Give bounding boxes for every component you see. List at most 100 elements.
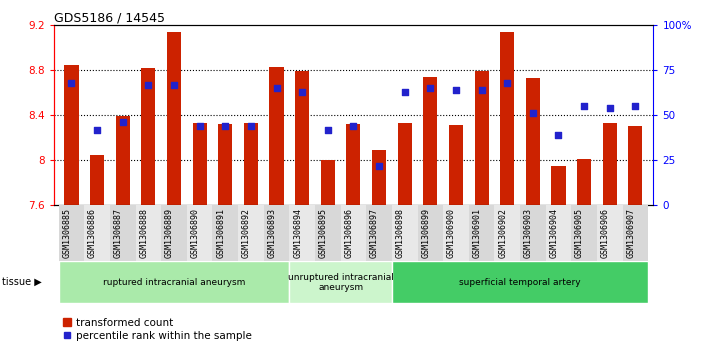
Bar xyxy=(289,205,315,261)
Point xyxy=(296,89,308,95)
Point xyxy=(476,87,487,93)
Text: GSM1306907: GSM1306907 xyxy=(626,208,635,258)
Bar xyxy=(161,205,187,261)
Text: GSM1306894: GSM1306894 xyxy=(293,208,302,258)
Point xyxy=(322,127,333,132)
Bar xyxy=(372,150,386,205)
Point xyxy=(578,103,590,109)
Text: GSM1306899: GSM1306899 xyxy=(421,208,431,258)
Bar xyxy=(551,166,565,205)
Text: GDS5186 / 14545: GDS5186 / 14545 xyxy=(54,11,164,24)
Point xyxy=(425,85,436,91)
Bar xyxy=(64,65,79,205)
Bar xyxy=(443,205,469,261)
Point xyxy=(604,105,615,111)
Text: GSM1306897: GSM1306897 xyxy=(370,208,379,258)
Point xyxy=(143,82,154,87)
Bar xyxy=(392,205,418,261)
Bar xyxy=(366,205,392,261)
Bar xyxy=(193,123,206,205)
Text: GSM1306887: GSM1306887 xyxy=(114,208,123,258)
Bar xyxy=(187,205,213,261)
Bar xyxy=(623,205,648,261)
Bar xyxy=(141,68,156,205)
Point xyxy=(169,82,180,87)
Point xyxy=(527,111,538,117)
Bar xyxy=(218,124,232,205)
Bar xyxy=(295,72,309,205)
Text: GSM1306896: GSM1306896 xyxy=(344,208,353,258)
Text: tissue ▶: tissue ▶ xyxy=(2,277,42,287)
Bar xyxy=(59,205,84,261)
Bar xyxy=(449,125,463,205)
Text: GSM1306895: GSM1306895 xyxy=(318,208,328,258)
Text: GSM1306889: GSM1306889 xyxy=(165,208,174,258)
Bar xyxy=(341,205,366,261)
Bar xyxy=(398,123,412,205)
Text: GSM1306903: GSM1306903 xyxy=(524,208,533,258)
Bar xyxy=(577,159,591,205)
Point xyxy=(553,132,564,138)
Bar xyxy=(469,205,494,261)
Point xyxy=(399,89,411,95)
Bar xyxy=(84,205,110,261)
Bar xyxy=(244,123,258,205)
Text: GSM1306891: GSM1306891 xyxy=(216,208,226,258)
Text: GSM1306901: GSM1306901 xyxy=(473,208,481,258)
Text: GSM1306892: GSM1306892 xyxy=(242,208,251,258)
Legend: transformed count, percentile rank within the sample: transformed count, percentile rank withi… xyxy=(59,314,256,345)
Bar xyxy=(571,205,597,261)
Text: GSM1306900: GSM1306900 xyxy=(447,208,456,258)
Text: GSM1306890: GSM1306890 xyxy=(191,208,200,258)
Text: GSM1306886: GSM1306886 xyxy=(88,208,97,258)
Bar xyxy=(545,205,571,261)
Text: GSM1306885: GSM1306885 xyxy=(63,208,71,258)
Bar xyxy=(597,205,623,261)
Bar xyxy=(520,205,545,261)
Bar xyxy=(116,117,130,205)
Bar xyxy=(321,160,335,205)
Text: GSM1306898: GSM1306898 xyxy=(396,208,405,258)
Text: unruptured intracranial
aneurysm: unruptured intracranial aneurysm xyxy=(288,273,393,292)
Point xyxy=(373,163,385,168)
Point xyxy=(66,80,77,86)
Bar xyxy=(110,205,136,261)
Bar xyxy=(603,123,617,205)
Bar xyxy=(213,205,238,261)
Bar xyxy=(501,32,514,205)
Bar xyxy=(392,261,648,303)
Point xyxy=(630,103,641,109)
Point xyxy=(245,123,256,129)
Point xyxy=(117,119,129,125)
Text: GSM1306888: GSM1306888 xyxy=(139,208,149,258)
Bar xyxy=(136,205,161,261)
Point xyxy=(501,80,513,86)
Point xyxy=(194,123,206,129)
Bar xyxy=(423,77,438,205)
Text: GSM1306904: GSM1306904 xyxy=(550,208,558,258)
Bar xyxy=(346,124,361,205)
Bar xyxy=(269,67,283,205)
Bar xyxy=(315,205,341,261)
Bar xyxy=(289,261,392,303)
Bar xyxy=(238,205,263,261)
Point xyxy=(348,123,359,129)
Bar xyxy=(59,261,289,303)
Text: superficial temporal artery: superficial temporal artery xyxy=(459,278,581,287)
Bar xyxy=(263,205,289,261)
Bar xyxy=(475,72,488,205)
Point xyxy=(451,87,462,93)
Bar xyxy=(526,78,540,205)
Point xyxy=(220,123,231,129)
Text: GSM1306906: GSM1306906 xyxy=(600,208,610,258)
Text: ruptured intracranial aneurysm: ruptured intracranial aneurysm xyxy=(103,278,245,287)
Bar xyxy=(494,205,520,261)
Text: GSM1306893: GSM1306893 xyxy=(268,208,276,258)
Bar xyxy=(90,155,104,205)
Text: GSM1306905: GSM1306905 xyxy=(575,208,584,258)
Bar xyxy=(628,126,643,205)
Text: GSM1306902: GSM1306902 xyxy=(498,208,507,258)
Bar xyxy=(418,205,443,261)
Point xyxy=(271,85,282,91)
Point xyxy=(91,127,103,132)
